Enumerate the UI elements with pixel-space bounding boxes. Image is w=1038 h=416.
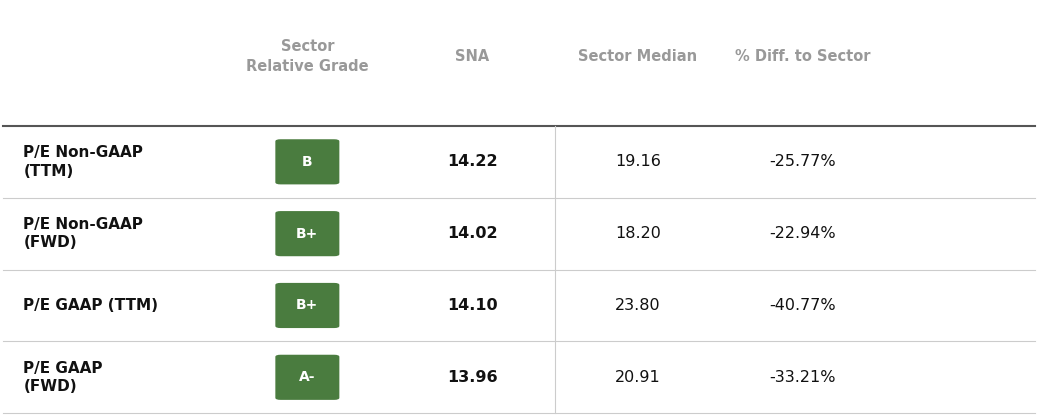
Text: -25.77%: -25.77% — [769, 154, 837, 169]
Text: P/E GAAP
(FWD): P/E GAAP (FWD) — [24, 361, 103, 394]
Text: 19.16: 19.16 — [614, 154, 660, 169]
Text: 14.10: 14.10 — [447, 298, 498, 313]
FancyBboxPatch shape — [275, 211, 339, 256]
Text: 18.20: 18.20 — [614, 226, 660, 241]
Text: P/E GAAP (TTM): P/E GAAP (TTM) — [24, 298, 159, 313]
Text: B: B — [302, 155, 312, 169]
Text: SNA: SNA — [456, 49, 490, 64]
FancyBboxPatch shape — [275, 283, 339, 328]
Text: -22.94%: -22.94% — [769, 226, 837, 241]
Text: 20.91: 20.91 — [614, 370, 660, 385]
Text: 14.02: 14.02 — [447, 226, 498, 241]
FancyBboxPatch shape — [275, 355, 339, 400]
Text: Sector
Relative Grade: Sector Relative Grade — [246, 39, 368, 74]
Text: % Diff. to Sector: % Diff. to Sector — [735, 49, 871, 64]
Text: Sector Median: Sector Median — [578, 49, 698, 64]
Text: 13.96: 13.96 — [447, 370, 498, 385]
Text: 23.80: 23.80 — [614, 298, 660, 313]
Text: P/E Non-GAAP
(TTM): P/E Non-GAAP (TTM) — [24, 145, 143, 178]
Text: P/E Non-GAAP
(FWD): P/E Non-GAAP (FWD) — [24, 217, 143, 250]
Text: 14.22: 14.22 — [447, 154, 498, 169]
Text: A-: A- — [299, 370, 316, 384]
Text: -33.21%: -33.21% — [769, 370, 837, 385]
FancyBboxPatch shape — [275, 139, 339, 184]
Text: B+: B+ — [296, 299, 319, 312]
Text: -40.77%: -40.77% — [769, 298, 837, 313]
Text: B+: B+ — [296, 227, 319, 240]
